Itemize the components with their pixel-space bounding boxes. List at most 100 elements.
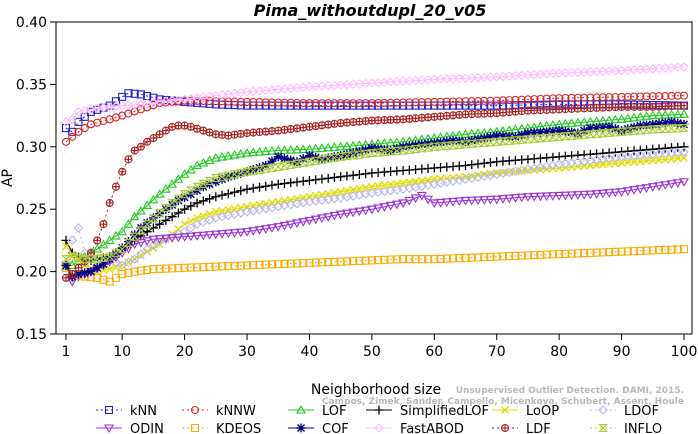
data-point [461,253,470,262]
data-point [461,97,470,106]
data-point [448,136,458,146]
data-point [192,160,203,170]
series-odin [61,178,689,287]
data-point [104,252,115,261]
data-point [648,92,657,101]
series-kdeos [61,245,689,286]
data-point [529,192,540,202]
data-point [193,263,202,272]
data-point [267,260,277,269]
data-point [230,101,239,110]
data-point [248,147,259,157]
data-point [342,149,352,159]
data-point [660,181,671,190]
data-point [223,189,233,199]
data-point [242,101,252,110]
legend-label: KDEOS [216,422,261,434]
data-point [329,211,340,221]
data-point [555,94,564,103]
x-tick-label: 70 [488,344,506,360]
data-point [673,245,682,254]
data-point [242,167,252,176]
data-point [498,195,508,204]
data-point [105,265,114,274]
data-point [455,254,464,263]
data-point [329,142,340,151]
data-point [111,182,120,191]
data-point [242,97,252,106]
data-point [404,196,415,206]
legend-swatch-marker [296,404,306,414]
data-point [361,99,370,108]
data-point [616,127,627,136]
legend-swatch-marker [296,423,306,433]
data-point [630,158,639,166]
data-point [555,250,564,259]
data-point [248,183,258,193]
x-tick-label: 1 [62,344,71,360]
data-point [273,162,284,171]
data-point [491,195,502,205]
data-point [535,127,545,137]
data-point [279,153,289,163]
data-point [410,144,421,154]
data-point [155,130,164,139]
data-point [473,159,483,169]
legend-item-fastabod: FastABOD [366,422,464,434]
data-point [74,127,83,136]
data-point [636,157,645,166]
data-point [610,114,621,124]
legend-item-knn: kNN [96,404,157,419]
data-point [510,194,521,203]
data-point [379,203,390,212]
data-point [336,187,345,196]
data-point [379,145,389,155]
data-point [647,183,658,192]
data-point [130,146,139,155]
data-point [367,99,376,108]
data-point [642,92,651,101]
data-point [648,156,657,165]
data-point [280,196,289,205]
data-point [647,110,658,120]
data-point [129,232,140,241]
data-point [292,98,302,107]
data-point [279,145,290,154]
legend-swatch-marker [374,423,384,433]
data-point [617,102,626,111]
data-point [230,187,240,197]
data-point [173,194,184,203]
data-point [679,245,689,254]
data-point [679,62,689,72]
data-point [267,180,277,190]
data-point [118,270,127,279]
data-point [461,161,471,171]
data-point [248,165,258,175]
data-point [448,101,458,110]
data-point [605,160,614,168]
data-point [523,95,532,104]
data-point [430,97,439,106]
data-point [99,275,108,284]
data-point [286,178,296,188]
data-point [286,155,296,165]
data-point [311,175,321,185]
data-point [242,261,252,270]
data-point [260,164,271,173]
data-point [536,165,545,174]
data-point [223,171,234,180]
data-point [330,99,339,108]
data-point [479,138,490,147]
legend-item-odin: ODIN [96,422,164,434]
data-point [267,156,277,166]
data-point [148,194,159,204]
data-point [386,255,395,264]
data-point [305,258,314,267]
data-point [667,155,676,163]
data-point [130,89,139,98]
legend-label: FastABOD [400,422,464,434]
data-point [261,181,271,191]
data-point [61,260,71,270]
data-point [523,251,532,260]
data-point [504,136,515,145]
